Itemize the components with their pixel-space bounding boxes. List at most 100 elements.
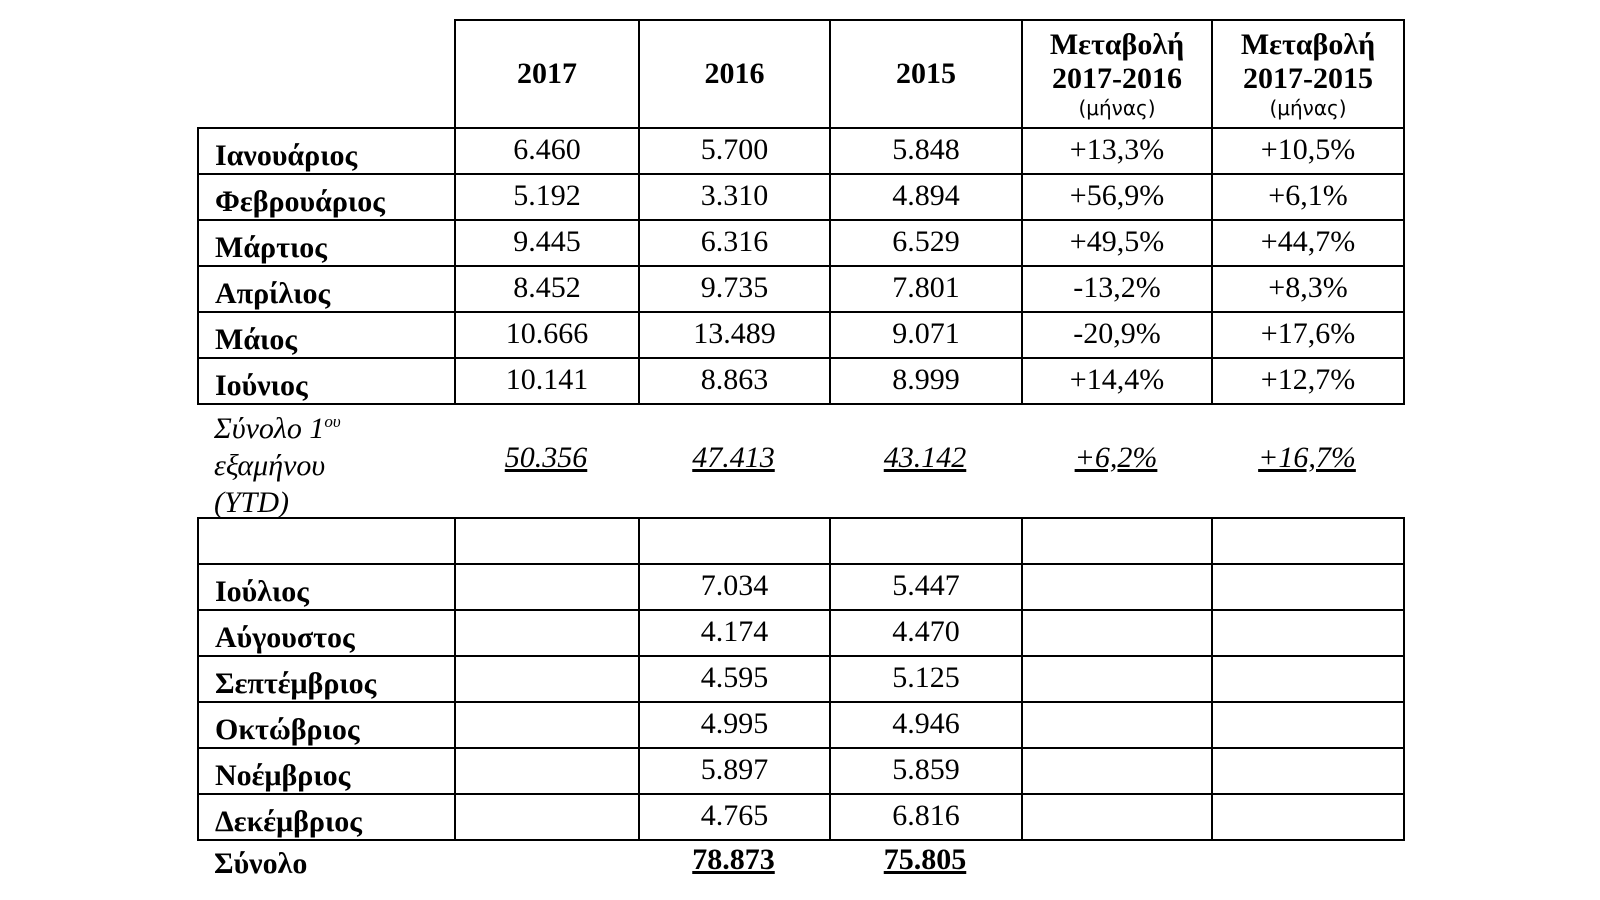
column-header: 2016 [638,19,831,129]
month-label: Σεπτέμβριος [197,655,456,703]
table-cell: +12,7% [1211,357,1405,405]
table-cell: 5.859 [829,747,1023,795]
ytd-value: 43.142 [883,441,967,474]
month-label: Δεκέμβριος [197,793,456,841]
empty-cell [829,517,1023,565]
table-cell: +13,3% [1021,127,1213,175]
column-header: Μεταβολή 2017-2015 (μήνας) [1211,19,1405,129]
table-cell: 9.445 [454,219,640,267]
table-cell: -13,2% [1021,265,1213,313]
table-cell [454,701,640,749]
table-cell [1211,747,1405,795]
column-header: Μεταβολή 2017-2016 (μήνας) [1021,19,1213,129]
table-cell: +49,5% [1021,219,1213,267]
column-header: 2015 [829,19,1023,129]
table-cell: 8.863 [638,357,831,405]
empty-cell [1211,517,1405,565]
column-header-title: Μεταβολή [1049,28,1185,61]
month-label: Απρίλιος [197,265,456,313]
ytd-label: Σύνολο 1ου εξαμήνου (YTD) [214,403,341,521]
column-header-title: Μεταβολή [1240,28,1376,61]
table-cell: -20,9% [1021,311,1213,359]
month-label: Ιούνιος [197,357,456,405]
table-cell: 13.489 [638,311,831,359]
column-header-unit: (μήνας) [1269,96,1347,120]
ytd-label-line1: Σύνολο 1 [214,412,325,445]
month-label: Ιανουάριος [197,127,456,175]
ytd-value: +16,7% [1258,441,1356,474]
table-cell: 5.447 [829,563,1023,611]
month-label: Νοέμβριος [197,747,456,795]
table-cell: +14,4% [1021,357,1213,405]
table-cell: 6.816 [829,793,1023,841]
column-header-title: 2016 [704,57,765,90]
table-cell [1021,747,1213,795]
table-cell: 4.946 [829,701,1023,749]
table-cell: 5.192 [454,173,640,221]
table-cell [454,609,640,657]
empty-cell [1021,517,1213,565]
table-cell: +8,3% [1211,265,1405,313]
table-cell: 5.897 [638,747,831,795]
table-cell: 10.666 [454,311,640,359]
ytd-value: +6,2% [1074,441,1158,474]
table-cell [1021,793,1213,841]
ytd-value: 50.356 [504,441,588,474]
ytd-label-superscript: ου [324,412,341,431]
ytd-value: 47.413 [692,441,775,474]
table-cell [454,793,640,841]
column-header-range: 2017-2016 [1052,62,1182,95]
table-cell [1211,701,1405,749]
table-cell: +10,5% [1211,127,1405,175]
table-cell: 3.310 [638,173,831,221]
table-cell [1211,563,1405,611]
table-cell: 5.125 [829,655,1023,703]
table-cell [1211,793,1405,841]
table-cell: 5.848 [829,127,1023,175]
table-cell [1211,655,1405,703]
empty-cell [197,517,456,565]
table-cell: 8.452 [454,265,640,313]
table-cell: +17,6% [1211,311,1405,359]
table-cell: 4.595 [638,655,831,703]
table-cell [454,563,640,611]
table-cell: 4.174 [638,609,831,657]
total-label: Σύνολο [214,847,308,880]
table-cell: 4.470 [829,609,1023,657]
column-header-title: 2015 [896,57,956,90]
column-header-title: 2017 [517,57,577,90]
table-cell [454,747,640,795]
month-label: Μάιος [197,311,456,359]
ytd-label-first-line: Σύνολο 1ου [214,403,341,447]
table-cell: 4.765 [638,793,831,841]
ytd-label-line3: (YTD) [214,486,290,519]
column-header-unit: (μήνας) [1078,96,1156,120]
month-label: Μάρτιος [197,219,456,267]
table-cell: 4.894 [829,173,1023,221]
table-cell: +6,1% [1211,173,1405,221]
ytd-label-line2: εξαμήνου [214,449,326,482]
table-cell: 5.700 [638,127,831,175]
month-label: Ιούλιος [197,563,456,611]
month-label: Φεβρουάριος [197,173,456,221]
column-header-range: 2017-2015 [1243,62,1373,95]
table-cell: 6.316 [638,219,831,267]
table-cell [1021,701,1213,749]
empty-cell [454,517,640,565]
table-cell [1021,655,1213,703]
table-cell: 9.071 [829,311,1023,359]
table-cell [454,655,640,703]
table-cell: +56,9% [1021,173,1213,221]
column-header: 2017 [454,19,640,129]
table-cell [1021,563,1213,611]
total-value: 75.805 [883,843,967,876]
table-cell: 8.999 [829,357,1023,405]
table-cell: 7.801 [829,265,1023,313]
table-cell: 10.141 [454,357,640,405]
empty-cell [638,517,831,565]
table-cell: 4.995 [638,701,831,749]
month-label: Αύγουστος [197,609,456,657]
table-cell [1021,609,1213,657]
total-value: 78.873 [692,843,775,876]
month-label: Οκτώβριος [197,701,456,749]
